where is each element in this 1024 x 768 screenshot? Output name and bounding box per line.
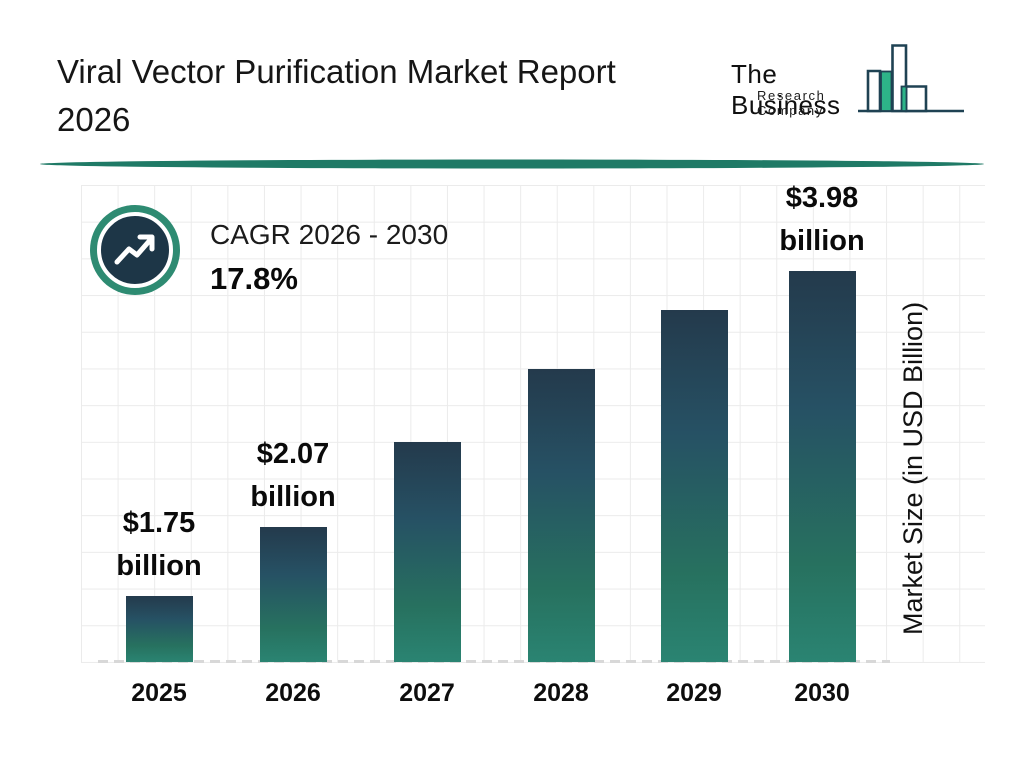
x-tick-2026: 2026 [265,679,321,707]
y-axis-label: Market Size (in USD Billion) [898,301,928,635]
bar-chart-logo-icon [858,44,964,113]
x-tick-2028: 2028 [533,679,589,707]
value-label-2030: $3.98 billion [779,182,865,257]
trending-up-icon [97,212,173,288]
x-tick-2025: 2025 [131,679,187,707]
bar-2030 [788,271,856,662]
page-title-line1: Viral Vector Purification Market Report [57,53,616,90]
cagr-value: 17.8% [210,261,298,296]
logo-company-subtitle: Research Company [757,88,826,118]
x-tick-2029: 2029 [666,679,722,707]
bar-2028 [527,369,595,662]
cagr-label: CAGR 2026 - 2030 [210,219,449,250]
bar-2029 [660,310,728,662]
value-label-2025: $1.75 billion [116,507,202,582]
title-divider [40,159,984,169]
logo-company-name: The Business [731,59,841,120]
bar-2025 [125,596,193,662]
page-title-line2: 2026 [57,101,131,138]
bar-2027 [393,442,461,662]
x-tick-2030: 2030 [794,679,850,707]
chart-baseline-dashed [98,660,890,663]
value-label-2026: $2.07 billion [250,438,336,513]
x-tick-2027: 2027 [399,679,455,707]
bar-2026 [259,527,327,662]
page-title: Viral Vector Purification Market Report … [57,48,747,144]
